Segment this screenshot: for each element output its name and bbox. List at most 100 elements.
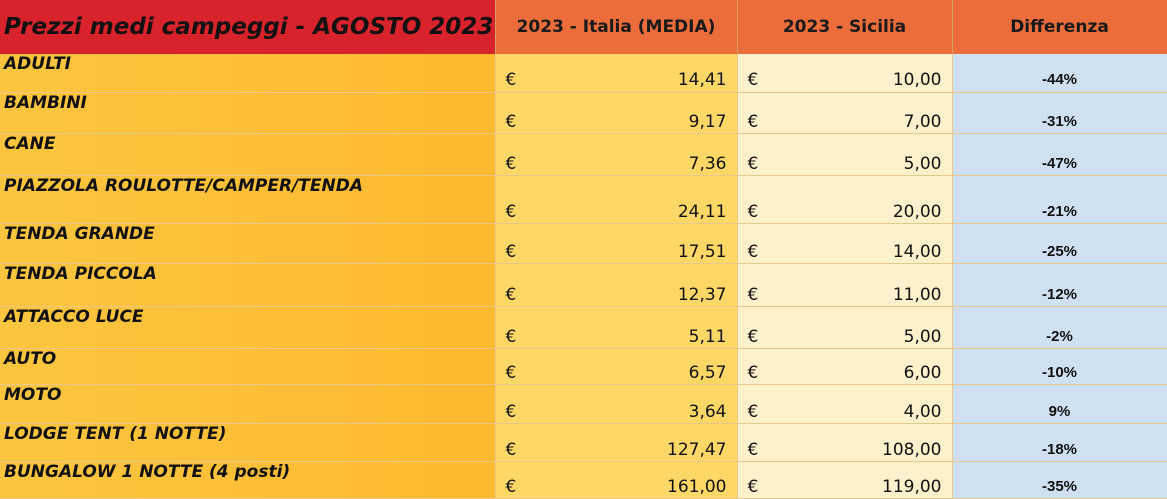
sicilia-price-value: 5,00 — [903, 153, 942, 174]
sicilia-price-cell[interactable]: €5,00 — [737, 133, 953, 176]
italia-price-value: 17,51 — [677, 241, 727, 262]
column-header-differenza[interactable]: Differenza — [952, 0, 1167, 54]
row-label[interactable]: AUTO — [0, 348, 496, 385]
row-label[interactable]: TENDA GRANDE — [0, 223, 496, 264]
sicilia-price-cell[interactable]: €108,00 — [737, 423, 953, 462]
currency-symbol: € — [505, 70, 517, 90]
currency-symbol: € — [747, 111, 759, 132]
column-header-italia[interactable]: 2023 - Italia (MEDIA) — [495, 0, 738, 54]
currency-symbol: € — [747, 70, 759, 90]
currency-symbol: € — [505, 326, 517, 347]
sicilia-price-cell[interactable]: €119,00 — [737, 461, 953, 499]
italia-price-cell[interactable]: €9,17 — [495, 92, 738, 134]
italia-price-cell[interactable]: €127,47 — [495, 423, 738, 462]
sicilia-price-cell[interactable]: €14,00 — [737, 223, 953, 264]
italia-price-value: 14,41 — [677, 70, 727, 90]
currency-symbol: € — [747, 153, 759, 174]
sicilia-price-value: 5,00 — [903, 326, 942, 347]
sicilia-price-cell[interactable]: €10,00 — [737, 54, 953, 93]
difference-value: 9% — [1048, 402, 1071, 420]
row-label[interactable]: TENDA PICCOLA — [0, 263, 496, 307]
italia-price-value: 7,36 — [688, 153, 727, 174]
table-title[interactable]: Prezzi medi campeggi - AGOSTO 2023 — [0, 0, 496, 54]
difference-cell[interactable]: -21% — [952, 175, 1167, 224]
column-header-sicilia[interactable]: 2023 - Sicilia — [737, 0, 953, 54]
row-label[interactable]: LODGE TENT (1 NOTTE) — [0, 423, 496, 462]
sicilia-price-value: 108,00 — [882, 439, 942, 460]
italia-price-value: 9,17 — [688, 111, 727, 132]
difference-value: -12% — [1041, 285, 1078, 303]
row-label[interactable]: BAMBINI — [0, 92, 496, 134]
difference-value: -35% — [1041, 477, 1078, 495]
italia-price-cell[interactable]: €12,37 — [495, 263, 738, 307]
currency-symbol: € — [505, 401, 517, 422]
sicilia-price-cell[interactable]: €4,00 — [737, 384, 953, 424]
currency-symbol: € — [747, 401, 759, 422]
table-row: CANE €7,36 €5,00 -47% — [0, 133, 1167, 176]
italia-price-cell[interactable]: €161,00 — [495, 461, 738, 499]
table-row: ADULTI €14,41 €10,00 -44% — [0, 54, 1167, 93]
difference-value: -18% — [1041, 440, 1078, 458]
row-label[interactable]: PIAZZOLA ROULOTTE/CAMPER/TENDA — [0, 175, 496, 224]
sicilia-price-cell[interactable]: €7,00 — [737, 92, 953, 134]
sicilia-price-value: 6,00 — [903, 362, 942, 383]
difference-cell[interactable]: -25% — [952, 223, 1167, 264]
currency-symbol: € — [505, 241, 517, 262]
header-row: Prezzi medi campeggi - AGOSTO 2023 2023 … — [0, 0, 1167, 54]
difference-value: -31% — [1041, 112, 1078, 130]
row-label[interactable]: CANE — [0, 133, 496, 176]
difference-cell[interactable]: -18% — [952, 423, 1167, 462]
sicilia-price-value: 20,00 — [892, 201, 942, 222]
italia-price-value: 3,64 — [688, 401, 727, 422]
italia-price-cell[interactable]: €14,41 — [495, 54, 738, 93]
currency-symbol: € — [505, 362, 517, 383]
currency-symbol: € — [505, 111, 517, 132]
sicilia-price-cell[interactable]: €11,00 — [737, 263, 953, 307]
table-row: BUNGALOW 1 NOTTE (4 posti) €161,00 €119,00… — [0, 461, 1167, 499]
italia-price-cell[interactable]: €6,57 — [495, 348, 738, 385]
currency-symbol: € — [505, 153, 517, 174]
currency-symbol: € — [747, 326, 759, 347]
italia-price-cell[interactable]: €3,64 — [495, 384, 738, 424]
italia-price-value: 5,11 — [688, 326, 727, 347]
difference-value: -44% — [1041, 71, 1078, 88]
difference-cell[interactable]: -35% — [952, 461, 1167, 499]
sicilia-price-value: 4,00 — [903, 401, 942, 422]
currency-symbol: € — [505, 476, 517, 497]
difference-cell[interactable]: -31% — [952, 92, 1167, 134]
italia-price-value: 12,37 — [677, 284, 727, 305]
table-row: ATTACCO LUCE €5,11 €5,00 -2% — [0, 306, 1167, 349]
difference-cell[interactable]: -12% — [952, 263, 1167, 307]
difference-cell[interactable]: -10% — [952, 348, 1167, 385]
sicilia-price-value: 119,00 — [882, 476, 942, 497]
currency-symbol: € — [747, 439, 759, 460]
sicilia-price-value: 11,00 — [892, 284, 942, 305]
italia-price-cell[interactable]: €24,11 — [495, 175, 738, 224]
difference-cell[interactable]: -2% — [952, 306, 1167, 349]
table-row: PIAZZOLA ROULOTTE/CAMPER/TENDA €24,11 €20,… — [0, 175, 1167, 224]
currency-symbol: € — [747, 362, 759, 383]
difference-value: -10% — [1041, 363, 1078, 381]
italia-price-cell[interactable]: €7,36 — [495, 133, 738, 176]
row-label[interactable]: ADULTI — [0, 54, 496, 93]
difference-cell[interactable]: -47% — [952, 133, 1167, 176]
sicilia-price-cell[interactable]: €6,00 — [737, 348, 953, 385]
sicilia-price-cell[interactable]: €5,00 — [737, 306, 953, 349]
row-label[interactable]: BUNGALOW 1 NOTTE (4 posti) — [0, 461, 496, 499]
table-row: AUTO €6,57 €6,00 -10% — [0, 348, 1167, 385]
table-row: TENDA PICCOLA €12,37 €11,00 -12% — [0, 263, 1167, 307]
row-label[interactable]: MOTO — [0, 384, 496, 424]
italia-price-cell[interactable]: €5,11 — [495, 306, 738, 349]
italia-price-value: 24,11 — [677, 201, 727, 222]
italia-price-cell[interactable]: €17,51 — [495, 223, 738, 264]
currency-symbol: € — [747, 476, 759, 497]
difference-cell[interactable]: 9% — [952, 384, 1167, 424]
table-row: BAMBINI €9,17 €7,00 -31% — [0, 92, 1167, 134]
sicilia-price-value: 14,00 — [892, 241, 942, 262]
table-row: MOTO €3,64 €4,00 9% — [0, 384, 1167, 424]
difference-cell[interactable]: -44% — [952, 54, 1167, 93]
currency-symbol: € — [747, 201, 759, 222]
table-row: TENDA GRANDE €17,51 €14,00 -25% — [0, 223, 1167, 264]
sicilia-price-cell[interactable]: €20,00 — [737, 175, 953, 224]
row-label[interactable]: ATTACCO LUCE — [0, 306, 496, 349]
